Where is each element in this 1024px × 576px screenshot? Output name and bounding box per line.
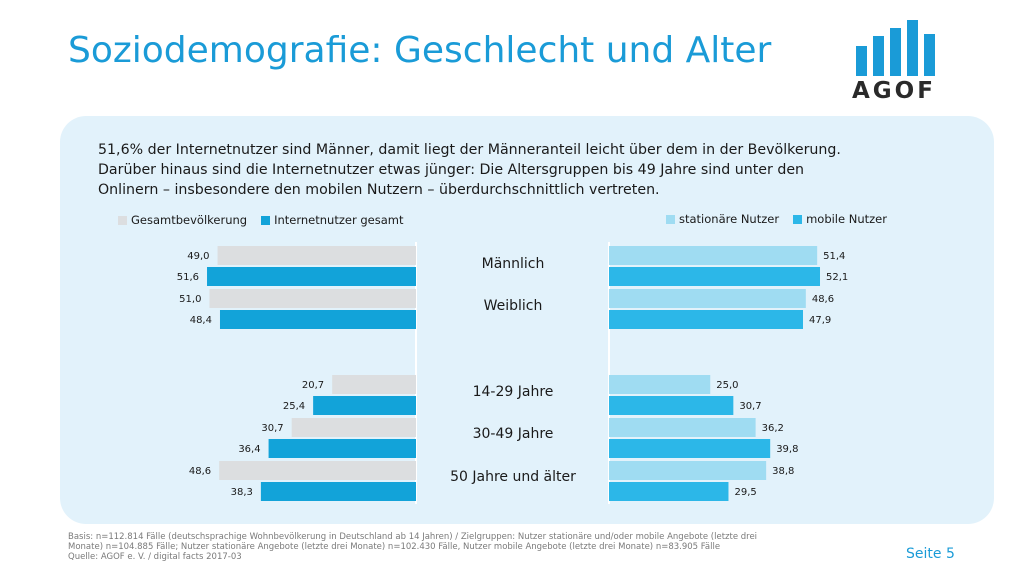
legend-swatch xyxy=(261,215,271,225)
right-bar xyxy=(609,396,734,415)
data-label: 48,6 xyxy=(812,294,834,305)
data-label: 48,4 xyxy=(190,315,212,326)
category-label: Männlich xyxy=(482,256,545,272)
intro-line: Darüber hinaus sind die Internetnutzer e… xyxy=(98,162,805,178)
data-label: 30,7 xyxy=(261,423,283,434)
data-label: 36,4 xyxy=(238,444,260,455)
agof-logo: AGOF xyxy=(852,20,936,102)
page-number: Seite 5 xyxy=(906,546,955,562)
legend-label: mobile Nutzer xyxy=(806,212,887,226)
logo-bar xyxy=(856,46,867,76)
data-label: 25,4 xyxy=(283,401,305,412)
footer-line: Basis: n=112.814 Fälle (deutschsprachige… xyxy=(68,532,758,542)
intro-line: Onlinern – insbesondere den mobilen Nutz… xyxy=(98,182,660,198)
right-bar xyxy=(609,461,767,480)
category-label: Weiblich xyxy=(484,298,543,314)
logo-text: AGOF xyxy=(852,78,936,102)
data-label: 29,5 xyxy=(734,487,756,498)
left-bar xyxy=(260,482,416,501)
right-bar xyxy=(609,267,821,286)
content-panel xyxy=(60,116,994,524)
data-label: 52,1 xyxy=(826,272,848,283)
data-label: 20,7 xyxy=(302,380,324,391)
left-bar xyxy=(209,289,416,308)
right-bar xyxy=(609,439,771,458)
logo-bar xyxy=(907,20,918,76)
data-label: 39,8 xyxy=(776,444,798,455)
data-label: 38,3 xyxy=(231,487,253,498)
logo-bar xyxy=(873,36,884,76)
logo-bar xyxy=(890,28,901,76)
footer-source: Basis: n=112.814 Fälle (deutschsprachige… xyxy=(68,532,828,562)
page-title: Soziodemografie: Geschlecht und Alter xyxy=(68,30,772,71)
left-bar xyxy=(332,375,416,394)
legend-item: Internetnutzer gesamt xyxy=(261,213,403,227)
legend-label: Internetnutzer gesamt xyxy=(274,213,404,227)
left-bar xyxy=(219,310,416,329)
legend-item: stationäre Nutzer xyxy=(666,212,779,226)
data-label: 38,8 xyxy=(772,466,794,477)
intro-text: 51,6% der Internetnutzer sind Männer, da… xyxy=(98,140,938,200)
legend-right: stationäre Nutzer mobile Nutzer xyxy=(666,212,887,226)
right-bar xyxy=(609,418,756,437)
data-label: 49,0 xyxy=(187,251,209,262)
data-label: 48,6 xyxy=(189,466,211,477)
footer-line: Quelle: AGOF e. V. / digital facts 2017-… xyxy=(68,552,242,562)
right-bar xyxy=(609,289,806,308)
category-label: 30-49 Jahre xyxy=(473,426,554,442)
logo-bar xyxy=(924,34,935,76)
legend-left: Gesamtbevölkerung Internetnutzer gesamt xyxy=(118,213,403,227)
left-bar xyxy=(207,267,416,286)
data-label: 51,4 xyxy=(823,251,845,262)
right-bar xyxy=(609,375,711,394)
data-label: 25,0 xyxy=(716,380,738,391)
right-bar xyxy=(609,310,803,329)
legend-label: stationäre Nutzer xyxy=(679,212,780,226)
left-bar xyxy=(313,396,416,415)
footer-line: Monate) n=104.885 Fälle; Nutzer stationä… xyxy=(68,542,721,552)
legend-swatch xyxy=(118,215,127,225)
legend-item: Gesamtbevölkerung xyxy=(118,213,247,227)
category-label: 50 Jahre und älter xyxy=(450,469,576,485)
left-bar xyxy=(219,461,416,480)
left-bar xyxy=(268,439,416,458)
legend-swatch xyxy=(666,214,675,224)
data-label: 36,2 xyxy=(762,423,784,434)
legend-item: mobile Nutzer xyxy=(793,212,887,226)
data-label: 51,0 xyxy=(179,294,201,305)
category-label: 14-29 Jahre xyxy=(473,384,554,400)
right-bar xyxy=(609,482,729,501)
data-label: 51,6 xyxy=(177,272,199,283)
left-bar xyxy=(217,246,416,265)
legend-label: Gesamtbevölkerung xyxy=(131,213,248,227)
intro-line: 51,6% der Internetnutzer sind Männer, da… xyxy=(98,142,841,158)
legend-swatch xyxy=(793,214,803,224)
data-label: 47,9 xyxy=(809,315,831,326)
data-label: 30,7 xyxy=(739,401,761,412)
right-bar xyxy=(609,246,818,265)
left-bar xyxy=(291,418,416,437)
